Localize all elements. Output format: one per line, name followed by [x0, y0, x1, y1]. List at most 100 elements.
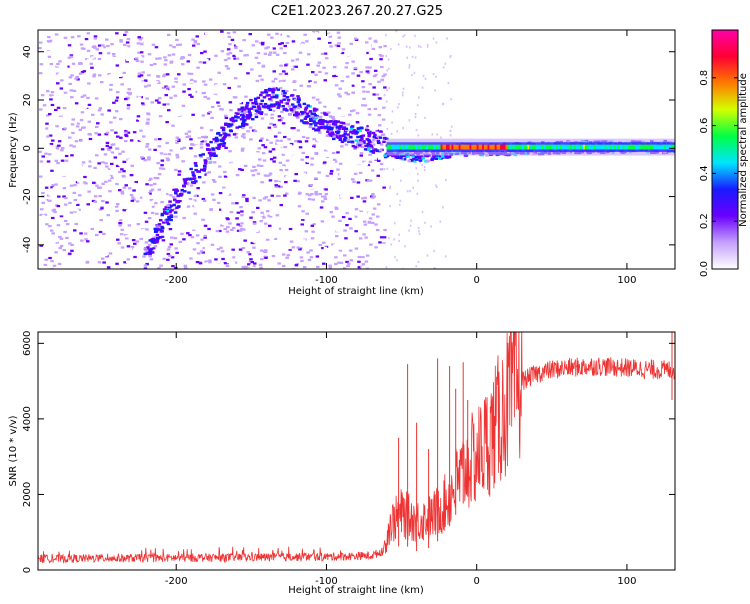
spectrogram-cell — [201, 153, 205, 156]
spectrogram-cell — [383, 94, 386, 97]
spectrogram-cell — [398, 203, 401, 206]
spectrogram-cell — [320, 220, 325, 223]
spectrogram-cell — [441, 103, 444, 106]
tone-cell — [437, 144, 440, 150]
spectrogram-cell — [253, 97, 258, 100]
spectrogram-cell — [121, 260, 125, 263]
spectrogram-cell — [88, 216, 92, 219]
spectrogram-cell — [43, 263, 48, 266]
spectrogram-cell — [208, 78, 213, 81]
spectrogram-cell — [308, 126, 313, 129]
spectrogram-cell — [351, 84, 356, 87]
spectrogram-cell — [263, 60, 267, 63]
spectrogram-cell — [352, 78, 356, 81]
spectrogram-cell — [234, 115, 238, 118]
spectrogram-cell — [107, 167, 111, 170]
spectrogram-cell — [222, 142, 227, 145]
spectrogram-cell — [343, 63, 348, 67]
spectrogram-cell — [379, 242, 383, 246]
spectrogram-cell — [322, 157, 327, 160]
spectrogram-cell — [363, 54, 368, 57]
spectrogram-cell — [328, 35, 333, 38]
spectrogram-cell — [124, 31, 129, 34]
spectrogram-cell — [278, 148, 282, 151]
spectrogram-cell — [324, 192, 329, 196]
spectrogram-cell — [282, 214, 287, 218]
tone-cell — [557, 144, 561, 150]
spectrogram-cell — [265, 205, 269, 208]
spectrogram-cell — [272, 86, 276, 89]
spectrogram-cell — [87, 120, 91, 123]
spectrogram-cell — [115, 147, 119, 150]
tone-cell — [399, 144, 402, 150]
spectrogram-cell — [277, 262, 281, 265]
spectrogram-cell — [198, 154, 203, 157]
tone-cell — [401, 144, 404, 150]
spectrogram-cell — [56, 220, 60, 223]
spectrogram-cell — [238, 41, 242, 44]
spectrogram-cell — [139, 74, 144, 77]
spectrogram-cell — [227, 35, 232, 38]
tone-cell — [597, 144, 600, 150]
spectrogram-cell — [254, 112, 259, 116]
spectrogram-cell — [375, 166, 379, 169]
spectrogram-cell — [249, 138, 253, 141]
spectrogram-cell — [169, 194, 173, 197]
spectrogram-cell — [223, 175, 228, 178]
spectrogram-cell — [262, 96, 267, 99]
spectrogram-cell — [134, 206, 139, 209]
spectrogram-cell — [350, 110, 354, 113]
spectrogram-cell — [349, 119, 353, 122]
spectrogram-cell — [318, 152, 322, 155]
spectrogram-cell — [254, 94, 258, 97]
spectrogram-cell — [91, 109, 96, 112]
spectrogram-cell — [132, 189, 136, 192]
spectrogram-cell — [54, 183, 58, 186]
spectrogram-cell — [116, 217, 120, 220]
spectrogram-cell — [193, 162, 198, 165]
spectrogram-cell — [172, 46, 176, 49]
tone-cell — [406, 144, 409, 150]
spectrogram-cell — [84, 182, 88, 185]
spectrogram-cell — [176, 43, 180, 46]
spectrogram-cell — [231, 263, 235, 266]
spectrogram-cell — [382, 236, 387, 239]
spectrogram-cell — [145, 34, 149, 37]
spectrogram-cell — [203, 164, 207, 168]
spectrogram-cell — [278, 87, 283, 90]
spectrogram-cell — [219, 208, 223, 211]
spectrogram-cell — [307, 130, 312, 133]
spectrogram-cell — [141, 71, 145, 74]
spectrogram-cell — [167, 54, 172, 57]
spectrogram-cell — [383, 136, 387, 140]
spectrogram-cell — [344, 143, 349, 146]
spectrogram-cell — [382, 106, 386, 109]
spectrogram-cell — [232, 96, 237, 99]
spectrogram-cell — [203, 234, 207, 237]
spectrogram-cell — [271, 115, 276, 118]
tone-cell — [442, 144, 445, 150]
spectrogram-cell — [120, 81, 125, 84]
spectrogram-cell — [368, 110, 372, 113]
spectrogram-cell — [240, 135, 245, 138]
spectrogram-cell — [241, 195, 246, 198]
spectrogram-cell — [93, 38, 97, 41]
spectrogram-cell — [172, 245, 177, 249]
spectrogram-cell — [184, 178, 189, 181]
spectrogram-cell — [213, 94, 217, 97]
spectrogram-cell — [153, 148, 157, 151]
spectrogram-cell — [310, 163, 314, 166]
spectrogram-cell — [247, 108, 251, 111]
spectrogram-cell — [332, 158, 337, 161]
spectrogram-cell — [358, 144, 362, 147]
spectrogram-cell — [351, 144, 356, 148]
spectrogram-cell — [112, 53, 116, 56]
spectrogram-cell — [120, 246, 125, 249]
spectrogram-cell — [86, 66, 90, 69]
spectrogram-cell — [70, 96, 74, 99]
spectrogram-cell — [291, 248, 296, 251]
spectrogram-cell — [313, 46, 318, 49]
spectrogram-cell — [337, 47, 341, 50]
